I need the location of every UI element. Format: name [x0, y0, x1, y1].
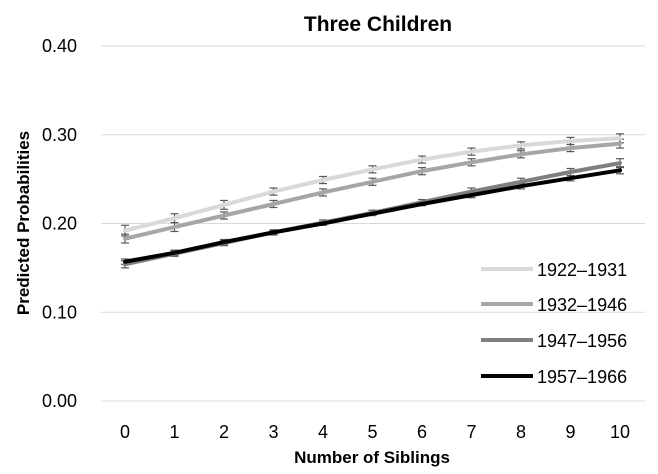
chart-title: Three Children	[304, 13, 452, 36]
y-axis-ticks: 0.00 0.10 0.20 0.30 0.40	[42, 36, 77, 411]
series-line-3	[123, 168, 622, 264]
x-tick-label: 7	[466, 422, 476, 442]
x-tick-label: 5	[367, 422, 377, 442]
series-line-0	[123, 136, 622, 233]
legend-label: 1957–1966	[537, 367, 627, 387]
legend-label: 1922–1931	[537, 260, 627, 280]
x-tick-label: 9	[565, 422, 575, 442]
y-tick-label: 0.20	[42, 214, 77, 234]
x-tick-label: 3	[268, 422, 278, 442]
legend-label: 1932–1946	[537, 295, 627, 315]
x-tick-label: 8	[516, 422, 526, 442]
legend: 1922–1931 1932–1946 1947–1956 1957–1966	[481, 260, 627, 387]
x-tick-label: 0	[120, 422, 130, 442]
series-lines	[123, 136, 622, 267]
x-axis-ticks: 0 1 2 3 4 5 6 7 8 9 10	[120, 422, 630, 442]
y-tick-label: 0.00	[42, 391, 77, 411]
x-axis-title: Number of Siblings	[294, 448, 450, 467]
x-tick-label: 2	[219, 422, 229, 442]
y-axis-title: Predicted Probabilities	[14, 131, 33, 315]
x-tick-label: 10	[610, 422, 630, 442]
x-tick-label: 6	[417, 422, 427, 442]
y-tick-label: 0.30	[42, 125, 77, 145]
y-tick-label: 0.10	[42, 302, 77, 322]
series-line-1	[123, 141, 622, 241]
x-tick-label: 1	[169, 422, 179, 442]
y-tick-label: 0.40	[42, 36, 77, 56]
x-tick-label: 4	[318, 422, 328, 442]
legend-label: 1947–1956	[537, 331, 627, 351]
